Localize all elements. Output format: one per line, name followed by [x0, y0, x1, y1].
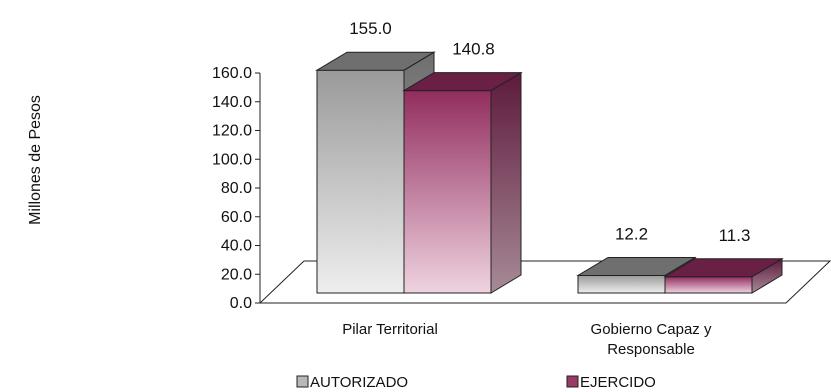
data-label-autorizado: 12.2 [615, 224, 648, 243]
x-axis-labels: Pilar Territorial Gobierno Capaz y Respons… [342, 321, 712, 358]
bar-ejercido [402, 71, 523, 294]
y-tick-label: 80.0 [221, 180, 252, 197]
x-category-label: Pilar Territorial [342, 321, 438, 338]
bar-front [316, 69, 405, 294]
y-tick-label: 40.0 [221, 238, 252, 255]
x-category-label: Responsable [607, 341, 695, 358]
bars [315, 51, 784, 294]
bar-top [576, 256, 697, 276]
legend-label-autorizado: AUTORIZADO [310, 374, 408, 391]
bar-side [490, 71, 522, 294]
legend-swatch-ejercido [566, 375, 579, 388]
legend: AUTORIZADO EJERCIDO [296, 374, 656, 391]
y-tick-label: 100.0 [212, 151, 252, 168]
bar-top [402, 72, 523, 92]
bar-top [315, 51, 436, 71]
x-category-label: Gobierno Capaz y [591, 321, 712, 338]
y-tick-label: 160.0 [212, 65, 252, 82]
y-axis-label: Millones de Pesos [27, 95, 44, 225]
y-tick-label: 140.0 [212, 94, 252, 111]
bar-front [403, 90, 492, 294]
value-labels: 155.0 140.8 12.2 11.3 [349, 19, 750, 245]
y-tick-label: 0.0 [230, 295, 252, 312]
legend-swatch-autorizado [296, 375, 309, 388]
legend-label-ejercido: EJERCIDO [580, 374, 656, 391]
data-label-ejercido: 11.3 [719, 226, 751, 245]
data-label-ejercido: 140.8 [452, 40, 495, 59]
y-tick-label: 20.0 [221, 266, 252, 283]
bar-front [664, 276, 753, 294]
y-axis-ticks: 0.0 20.0 40.0 60.0 80.0 100.0 120.0 140.0 160.0 [212, 65, 260, 312]
data-label-autorizado: 155.0 [349, 19, 392, 38]
y-tick-label: 60.0 [221, 209, 252, 226]
bar-top [663, 258, 784, 278]
bar-ejercido [663, 257, 784, 294]
y-tick-label: 120.0 [212, 123, 252, 140]
bar-front [577, 274, 666, 294]
